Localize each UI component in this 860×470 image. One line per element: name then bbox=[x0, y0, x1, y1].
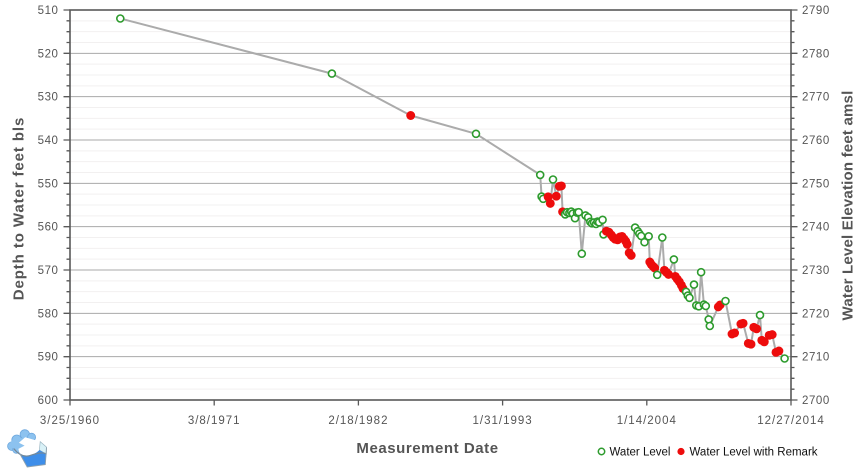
svg-text:570: 570 bbox=[38, 265, 59, 277]
svg-text:2790: 2790 bbox=[802, 5, 830, 17]
svg-text:2770: 2770 bbox=[802, 92, 830, 104]
svg-text:2730: 2730 bbox=[802, 265, 830, 277]
svg-text:550: 550 bbox=[38, 178, 59, 190]
svg-text:2740: 2740 bbox=[802, 222, 830, 234]
svg-text:520: 520 bbox=[38, 48, 59, 60]
svg-text:3/8/1971: 3/8/1971 bbox=[188, 415, 241, 427]
svg-text:Water Level with Remark: Water Level with Remark bbox=[690, 447, 818, 459]
svg-text:Water Level: Water Level bbox=[610, 447, 671, 459]
svg-text:2780: 2780 bbox=[802, 48, 830, 60]
svg-text:2760: 2760 bbox=[802, 135, 830, 147]
svg-text:2750: 2750 bbox=[802, 178, 830, 190]
svg-text:540: 540 bbox=[38, 135, 59, 147]
svg-text:3/25/1960: 3/25/1960 bbox=[40, 415, 100, 427]
svg-text:2710: 2710 bbox=[802, 352, 830, 364]
svg-text:Water Level Elevation feet ams: Water Level Elevation feet amsl bbox=[840, 91, 857, 321]
svg-text:590: 590 bbox=[38, 352, 59, 364]
svg-text:Depth to Water feet bls: Depth to Water feet bls bbox=[11, 117, 28, 301]
svg-text:1/14/2004: 1/14/2004 bbox=[617, 415, 677, 427]
svg-text:1/31/1993: 1/31/1993 bbox=[473, 415, 533, 427]
svg-text:560: 560 bbox=[38, 222, 59, 234]
svg-text:Measurement Date: Measurement Date bbox=[356, 440, 498, 457]
svg-text:2/18/1982: 2/18/1982 bbox=[328, 415, 388, 427]
svg-text:530: 530 bbox=[38, 92, 59, 104]
svg-text:2720: 2720 bbox=[802, 308, 830, 320]
svg-text:2700: 2700 bbox=[802, 395, 830, 407]
svg-text:12/27/2014: 12/27/2014 bbox=[757, 415, 825, 427]
svg-text:600: 600 bbox=[38, 395, 59, 407]
svg-text:510: 510 bbox=[38, 5, 59, 17]
svg-text:580: 580 bbox=[38, 308, 59, 320]
